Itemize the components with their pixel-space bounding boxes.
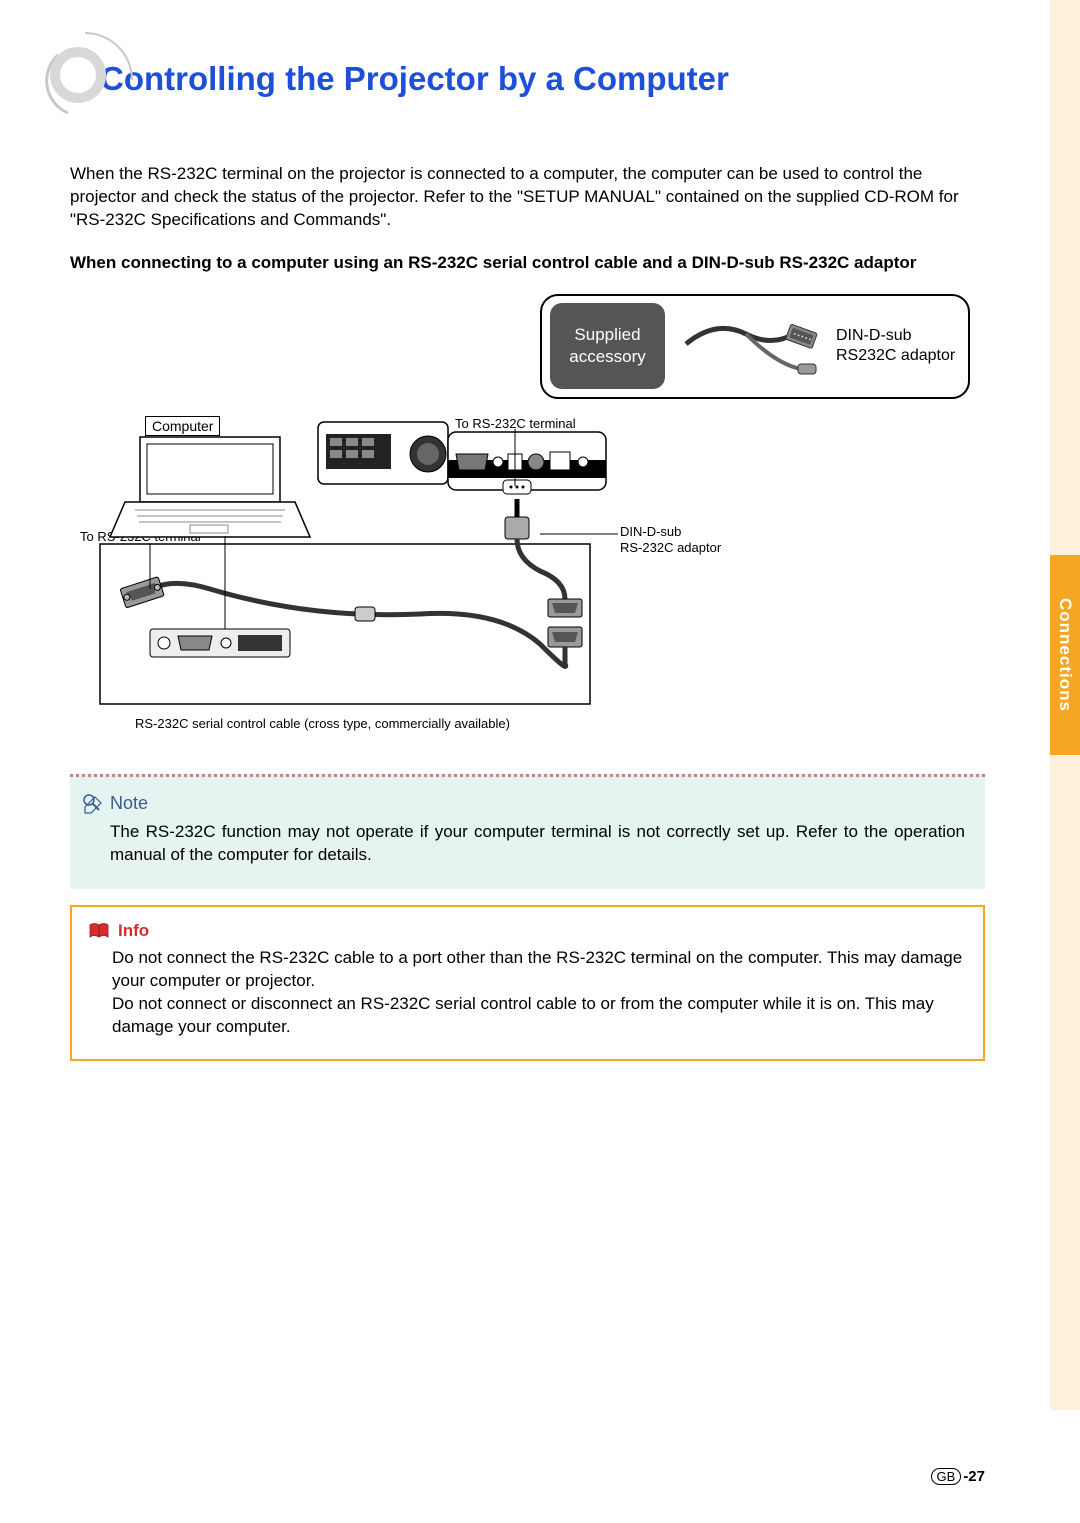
sub-heading: When connecting to a computer using an R…	[70, 252, 985, 274]
accessory-product-name: DIN-D-sub RS232C adaptor	[836, 326, 955, 368]
info-callout: Info Do not connect the RS-232C cable to…	[70, 905, 985, 1061]
wiring-diagram: Computer To RS-232C terminal To RS-232C …	[70, 414, 970, 734]
accessory-badge-line1: Supplied	[574, 324, 640, 346]
page-title: Controlling the Projector by a Computer	[100, 60, 985, 98]
info-paragraph-2: Do not connect or disconnect an RS-232C …	[112, 993, 963, 1039]
info-paragraph-1: Do not connect the RS-232C cable to a po…	[112, 947, 963, 993]
intro-paragraph: When the RS-232C terminal on the project…	[70, 163, 985, 232]
accessory-product-line1: DIN-D-sub	[836, 326, 955, 347]
accessory-badge: Supplied accessory	[550, 303, 665, 389]
note-callout: Note The RS-232C function may not operat…	[70, 774, 985, 889]
cable-footnote: RS-232C serial control cable (cross type…	[135, 716, 510, 731]
header-swirl-icon	[30, 25, 140, 135]
wiring-svg	[70, 414, 970, 714]
page-container: Controlling the Projector by a Computer …	[0, 0, 1080, 1523]
note-title: Note	[110, 793, 148, 814]
info-body: Do not connect the RS-232C cable to a po…	[92, 947, 963, 1039]
note-header: Note	[82, 793, 965, 815]
info-book-icon	[88, 922, 110, 940]
page-region-badge: GB	[931, 1468, 962, 1485]
info-title: Info	[118, 921, 149, 941]
note-body: The RS-232C function may not operate if …	[90, 821, 965, 867]
page-number-value: -27	[963, 1468, 985, 1485]
accessory-callout-box: Supplied accessory DIN-D-sub RS232C	[540, 294, 970, 399]
accessory-badge-line2: accessory	[569, 346, 646, 368]
adaptor-cable-icon	[673, 306, 828, 386]
page-number: GB-27	[931, 1468, 985, 1485]
connection-diagram: Supplied accessory DIN-D-sub RS232C	[70, 294, 970, 734]
accessory-product-line2: RS232C adaptor	[836, 346, 955, 367]
note-pencil-icon	[82, 793, 104, 815]
info-header: Info	[88, 921, 963, 941]
